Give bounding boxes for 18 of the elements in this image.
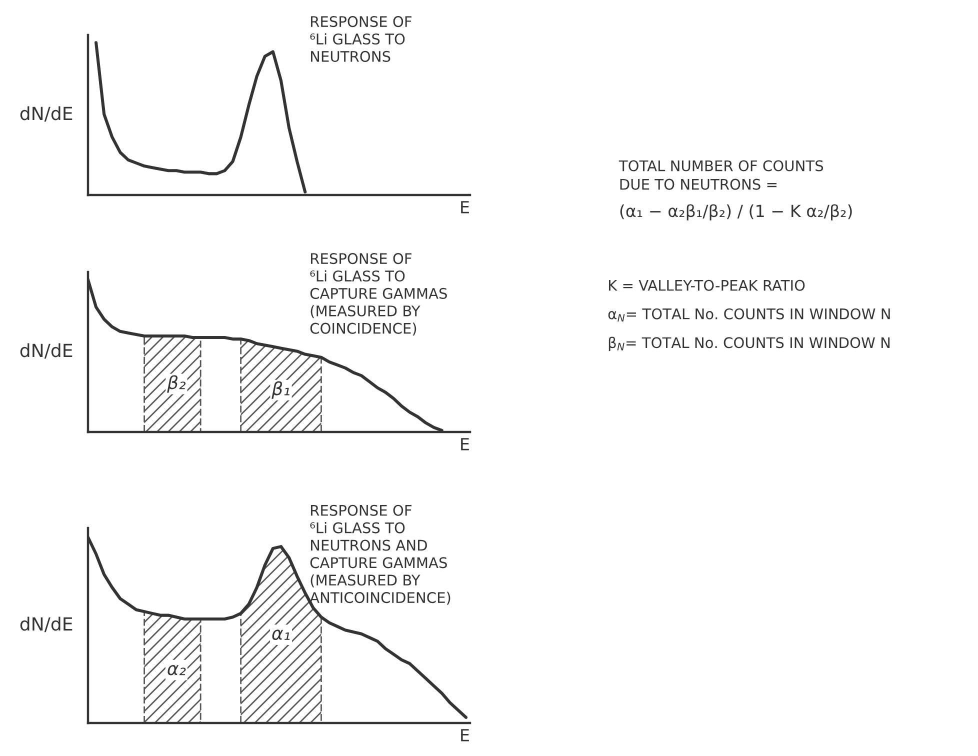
- chart-title: RESPONSE OF ⁶Li GLASS TO NEUTRONS: [310, 16, 412, 62]
- x-axis-title: E: [461, 438, 469, 450]
- text: α$_{N}$= TOTAL No. COUNTS IN WINDOW N: [608, 308, 890, 322]
- x-axis-title: E: [461, 201, 469, 214]
- series-label: α₂: [168, 664, 186, 676]
- series-label: β₁: [272, 381, 290, 399]
- series-label: β₂: [167, 375, 186, 393]
- y-axis-title: dN/dE: [20, 343, 72, 359]
- y-axis-title: dN/dE: [20, 106, 72, 122]
- text: K = VALLEY-TO-PEAK RATIO: [608, 280, 805, 291]
- x-axis-title: E: [461, 729, 469, 742]
- text: RESPONSE OF ⁶Li GLASS TO NEUTRONS AND CAPTURE GAMMAS (MEASURED BY ANTICOINCIDENCE): [310, 504, 450, 605]
- text: TOTAL NUMBER OF COUNTS DUE TO NEUTRONS =: [618, 160, 824, 190]
- y-axis-title: dN/dE: [20, 616, 72, 632]
- text: β$_{N}$= TOTAL No. COUNTS IN WINDOW N: [608, 336, 890, 352]
- series-label: α₁: [272, 630, 290, 640]
- text: RESPONSE OF ⁶Li GLASS TO CAPTURE GAMMAS (MEASURED BY COINCIDENCE): [310, 253, 447, 336]
- text: (α₁ − α₂β₁/β₂) / (1 − K α₂/β₂): [620, 204, 852, 220]
